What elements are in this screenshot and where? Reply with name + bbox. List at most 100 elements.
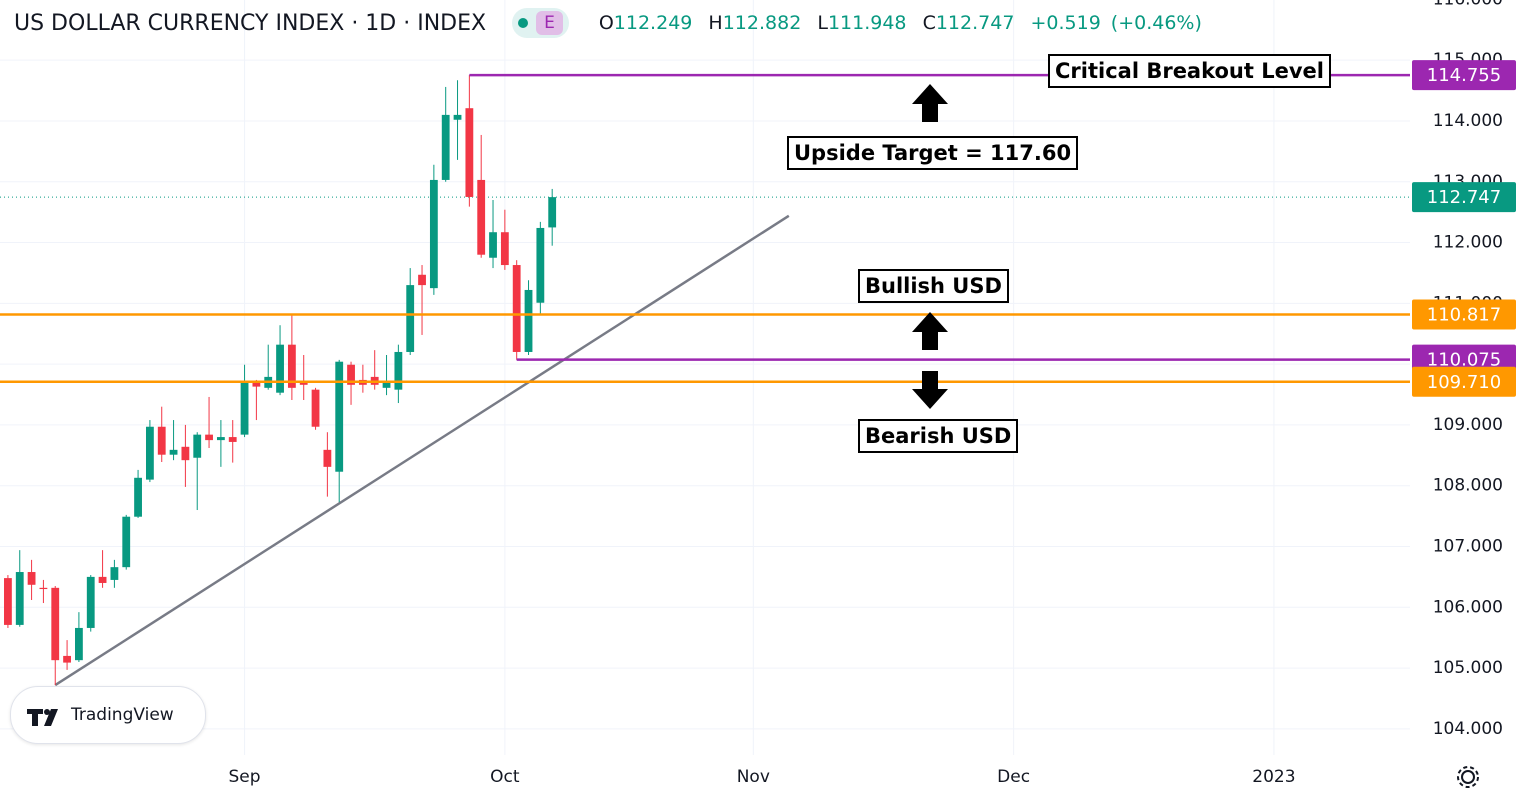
candle-body bbox=[477, 179, 486, 255]
y-tick-label: 112.000 bbox=[1433, 233, 1503, 253]
candle-body bbox=[216, 437, 225, 441]
price-tag-label: 110.817 bbox=[1427, 304, 1501, 325]
candle-body bbox=[110, 567, 119, 580]
candle-body bbox=[276, 344, 284, 393]
candle-body bbox=[86, 576, 95, 628]
candle-body bbox=[63, 655, 71, 663]
price-tag-label: 114.755 bbox=[1427, 65, 1501, 86]
candle-body bbox=[27, 572, 36, 585]
y-tick-label: 105.000 bbox=[1433, 658, 1503, 678]
candle-body bbox=[169, 449, 178, 455]
candle-body bbox=[311, 389, 320, 427]
candle-body bbox=[548, 197, 557, 228]
candle-body bbox=[240, 382, 249, 435]
arrow-down bbox=[912, 371, 948, 409]
candle-body bbox=[252, 382, 261, 387]
candle-body bbox=[394, 351, 403, 390]
candle-body bbox=[536, 227, 545, 303]
x-tick-label: Sep bbox=[229, 767, 261, 787]
candle-body bbox=[4, 578, 12, 625]
price-tag-label: 110.075 bbox=[1427, 350, 1501, 371]
candle-body bbox=[347, 364, 355, 385]
ohlc-key: L bbox=[817, 12, 828, 34]
candle-body bbox=[418, 274, 426, 286]
candle-body bbox=[193, 434, 202, 458]
candle-body bbox=[500, 232, 509, 266]
y-tick-label: 114.000 bbox=[1433, 111, 1503, 131]
change: +0.519 bbox=[1030, 12, 1101, 34]
candle-body bbox=[228, 437, 237, 442]
arrow-up bbox=[912, 312, 948, 350]
annotation: Critical Breakout Level bbox=[1048, 54, 1331, 88]
price-tag bbox=[1412, 299, 1516, 330]
candle-body bbox=[122, 516, 131, 568]
annotation: Bullish USD bbox=[858, 269, 1009, 303]
candle-body bbox=[382, 382, 391, 388]
candle-body bbox=[134, 477, 142, 517]
symbol-title[interactable]: US DOLLAR CURRENCY INDEX · 1D · INDEX bbox=[14, 10, 487, 36]
candle-body bbox=[512, 265, 521, 352]
candle-body bbox=[429, 179, 438, 289]
arrows bbox=[912, 84, 948, 409]
candle-body bbox=[145, 426, 154, 480]
annotation: Upside Target = 117.60 bbox=[787, 136, 1079, 170]
price-tag bbox=[1412, 182, 1516, 213]
y-tick-label: 106.000 bbox=[1433, 597, 1503, 617]
arrow-up bbox=[912, 84, 948, 122]
candle-body bbox=[441, 114, 450, 180]
price-tag-label: 109.710 bbox=[1427, 372, 1501, 393]
x-tick-label: 2023 bbox=[1252, 767, 1295, 787]
trendline bbox=[54, 214, 790, 687]
x-tick-label: Dec bbox=[997, 767, 1030, 787]
price-tag bbox=[1412, 60, 1516, 91]
brand-name[interactable]: TradingView bbox=[71, 705, 174, 725]
ohlc-value: 112.882 bbox=[722, 12, 802, 34]
branding[interactable]: TradingView bbox=[10, 686, 206, 744]
gear[interactable] bbox=[1461, 770, 1475, 784]
candle-body bbox=[299, 382, 308, 385]
candle-body bbox=[524, 289, 533, 352]
candle-body bbox=[489, 232, 497, 258]
candle-body bbox=[15, 572, 24, 625]
settings-icon[interactable] bbox=[1457, 766, 1479, 788]
ohlc-key: C bbox=[922, 12, 936, 34]
candle-body bbox=[75, 627, 83, 661]
ohlc: O112.249 H112.882 L111.948 C112.747 +0.5… bbox=[599, 12, 1212, 34]
x-tick-label: Nov bbox=[737, 767, 770, 787]
logo-mark[interactable] bbox=[11, 700, 71, 730]
candle-body bbox=[465, 108, 474, 197]
ohlc-key: H bbox=[708, 12, 723, 34]
header: US DOLLAR CURRENCY INDEX · 1D · INDEX E … bbox=[14, 8, 1212, 38]
candle-body bbox=[157, 426, 166, 455]
candle-body bbox=[98, 576, 107, 583]
candle-body bbox=[335, 361, 344, 472]
ohlc-key: O bbox=[598, 12, 614, 34]
candle-body bbox=[205, 434, 213, 441]
change-pct: (+0.46%) bbox=[1110, 12, 1202, 34]
annotation: Bearish USD bbox=[858, 419, 1019, 453]
price-tag bbox=[1412, 366, 1516, 397]
status-dot bbox=[518, 18, 529, 28]
price-tag-label: 112.747 bbox=[1427, 187, 1501, 208]
y-tick-label: 116.000 bbox=[1433, 0, 1503, 9]
y-tick-label: 107.000 bbox=[1433, 536, 1503, 556]
y-tick-label: 108.000 bbox=[1433, 476, 1503, 496]
candle-body bbox=[287, 344, 296, 388]
ohlc-value: 111.948 bbox=[827, 12, 907, 34]
candle-body bbox=[181, 446, 190, 461]
y-tick-label: 109.000 bbox=[1433, 415, 1503, 435]
candle-body bbox=[39, 587, 48, 590]
candle-body bbox=[453, 114, 462, 120]
y-tick-label: 104.000 bbox=[1433, 719, 1503, 739]
ohlc-value: 112.249 bbox=[613, 12, 693, 34]
x-tick-label: Oct bbox=[490, 767, 520, 787]
ohlc-value: 112.747 bbox=[935, 12, 1015, 34]
gear-teeth[interactable] bbox=[1457, 766, 1479, 788]
candle-body bbox=[323, 449, 332, 467]
candle-body bbox=[51, 587, 60, 661]
status-pill[interactable]: E bbox=[512, 8, 569, 38]
badge[interactable]: E bbox=[536, 11, 563, 35]
candle-body bbox=[406, 285, 415, 352]
